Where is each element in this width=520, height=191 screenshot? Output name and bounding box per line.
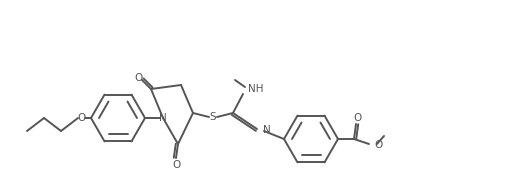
Text: NH: NH [248,84,264,94]
Text: O: O [134,73,142,83]
Text: S: S [210,112,216,122]
Text: N: N [263,125,271,135]
Text: O: O [353,113,361,123]
Text: O: O [374,140,382,150]
Text: O: O [77,113,85,123]
Text: N: N [159,113,167,123]
Text: O: O [172,160,180,170]
